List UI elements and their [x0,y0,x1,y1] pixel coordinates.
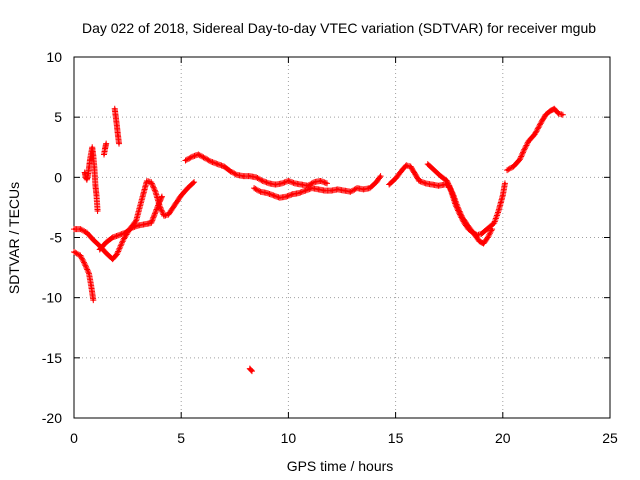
y-axis-ticks: -20 -15 -10 -5 0 5 10 [42,49,610,426]
data-markers [424,161,508,239]
data-markers [96,193,165,253]
y-tick-label: -20 [42,410,62,426]
data-segment [71,248,97,304]
data-segment [101,140,110,158]
data-markers [246,365,255,375]
data-segment [182,151,330,189]
x-axis-ticks: 0 5 10 15 20 25 [70,57,618,446]
y-axis-label: SDTVAR / TECUs [6,182,22,294]
data-segment [504,105,566,174]
data-segment [81,144,101,215]
y-tick-label: 0 [54,169,62,185]
x-tick-label: 25 [602,430,618,446]
x-axis-label: GPS time / hours [287,458,394,474]
data-markers [251,173,384,201]
data-segment [424,161,508,239]
x-tick-label: 5 [177,430,185,446]
y-tick-label: 5 [54,109,62,125]
data-segment [96,193,165,253]
chart-title: Day 022 of 2018, Sidereal Day-to-day VTE… [82,20,596,36]
x-tick-label: 10 [281,430,297,446]
data-segment [246,365,255,375]
data-points [71,105,566,375]
data-markers [111,105,123,147]
x-tick-label: 0 [70,430,78,446]
data-segment [71,177,198,263]
data-markers [182,151,330,189]
y-tick-label: -15 [42,350,62,366]
data-segment [251,173,384,201]
grid-lines [74,57,610,418]
y-tick-label: -5 [50,230,63,246]
x-tick-label: 20 [495,430,511,446]
y-tick-label: -10 [42,290,62,306]
data-markers [81,144,101,215]
y-tick-label: 10 [46,49,62,65]
data-markers [101,140,110,158]
x-tick-label: 15 [388,430,404,446]
data-markers [504,105,566,174]
data-segment [111,105,123,147]
data-markers [71,248,97,304]
data-markers [71,177,198,263]
